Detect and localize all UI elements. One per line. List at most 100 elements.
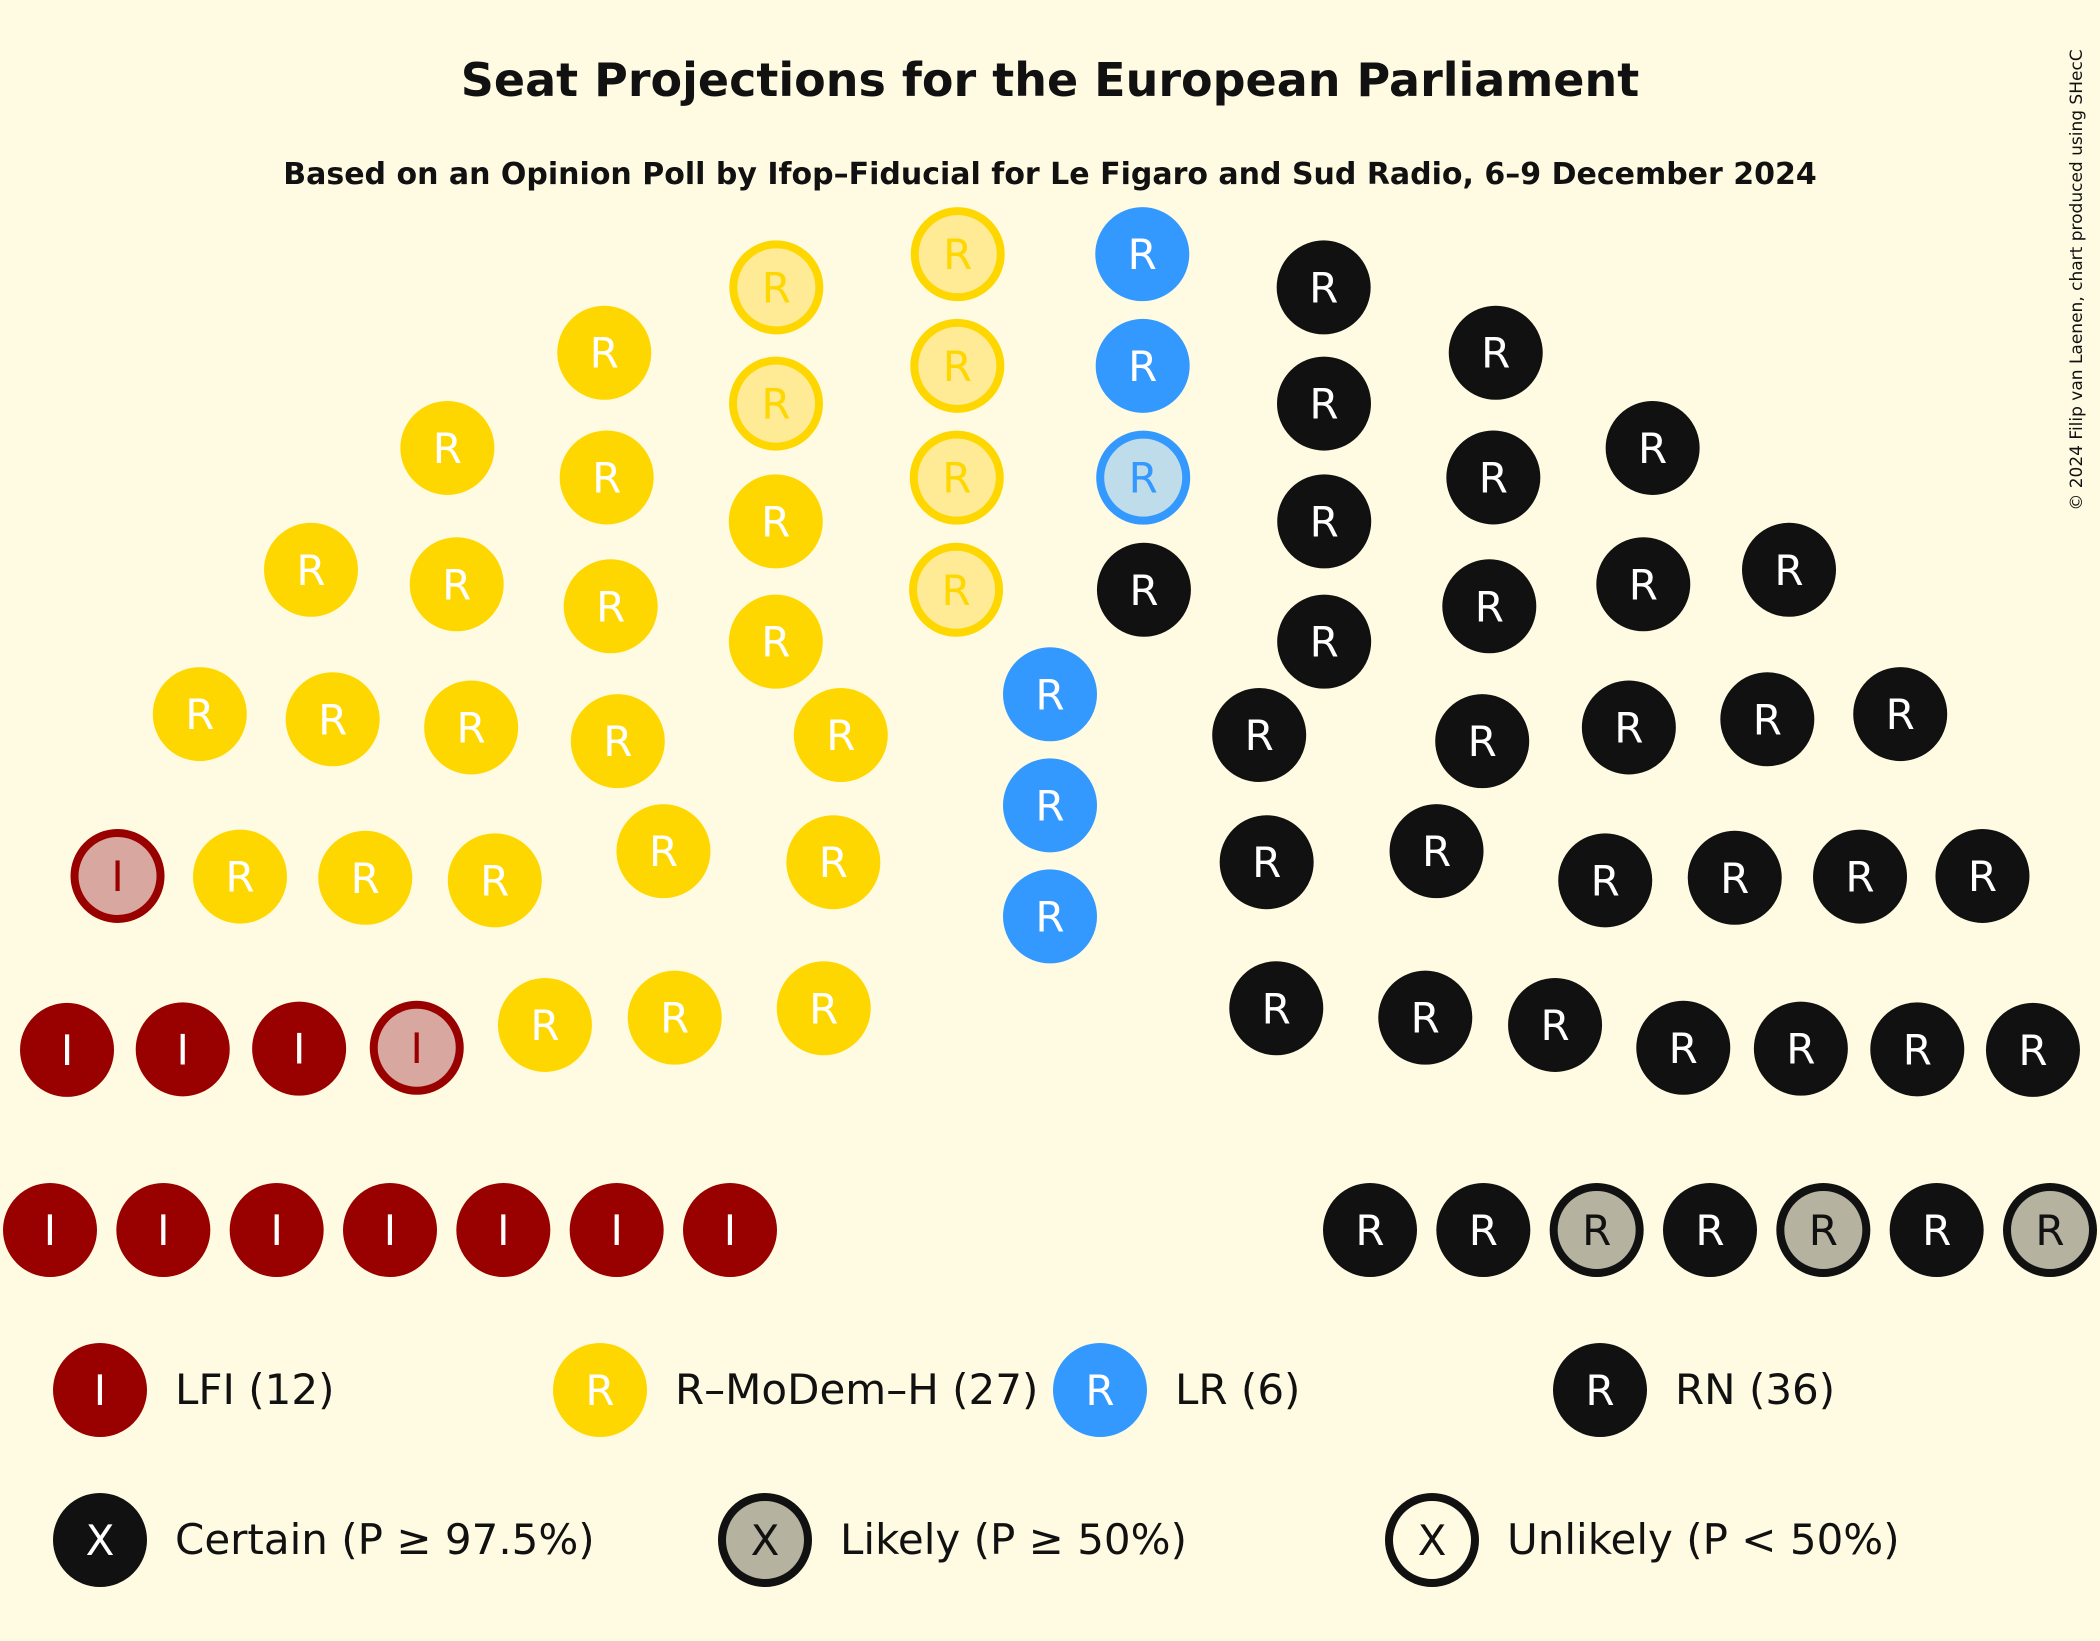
seat-r-modem-h-23: R xyxy=(729,240,824,335)
seat-rn-7: R xyxy=(1448,305,1543,400)
seat-r-modem-h-5-symbol: R xyxy=(185,690,214,739)
seat-rn-14: R xyxy=(1229,961,1324,1056)
seat-rn-28: R xyxy=(1870,1002,1965,1097)
seat-r-modem-h-25: R xyxy=(909,430,1004,525)
seat-r-modem-h-26-circle xyxy=(910,318,1005,413)
seat-lfi-11: I xyxy=(369,1000,464,1095)
seat-lfi-2-circle xyxy=(569,1183,664,1277)
seat-lfi-2: I xyxy=(569,1183,664,1277)
seat-rn-29-circle xyxy=(1985,1002,2080,1097)
seat-rn-18-circle xyxy=(1720,672,1815,767)
seat-rn-15-symbol: R xyxy=(1422,827,1451,876)
seat-rn-34-circle xyxy=(1549,1183,1644,1277)
seat-r-modem-h-1-symbol: R xyxy=(530,1001,559,1050)
seat-r-modem-h-2-symbol: R xyxy=(225,853,254,902)
seat-rn-7-circle xyxy=(1448,305,1543,400)
seat-rn-22: R xyxy=(1687,830,1782,925)
seat-lfi-9-symbol: I xyxy=(177,1025,189,1074)
seat-rn-27-circle xyxy=(1753,1001,1848,1096)
seat-rn-18: R xyxy=(1720,672,1815,767)
seat-lr-6-circle xyxy=(1096,430,1191,525)
legend-rn-marker-symbol: R xyxy=(1585,1366,1614,1415)
seat-rn-19-circle xyxy=(1558,833,1653,928)
seat-rn-18-symbol: R xyxy=(1753,695,1782,744)
legend-unlikely-marker: X xyxy=(1385,1493,1479,1587)
seat-lr-5-circle xyxy=(1095,318,1190,413)
seat-r-modem-h-27-symbol: R xyxy=(943,230,972,279)
seat-r-modem-h-7: R xyxy=(285,672,380,767)
seat-lr-1-circle xyxy=(1003,869,1097,964)
legend-likely-marker: X xyxy=(718,1493,812,1587)
seat-r-modem-h-7-circle xyxy=(285,672,380,767)
legend-lfi-label: LFI (12) xyxy=(175,1365,335,1414)
seat-lr-1-symbol: R xyxy=(1035,892,1064,941)
seat-rn-20-circle xyxy=(1853,667,1948,762)
seat-lfi-3-circle xyxy=(456,1183,551,1277)
seat-r-modem-h-16-symbol: R xyxy=(819,838,848,887)
legend-r-modem-h-marker-circle xyxy=(553,1343,647,1437)
seat-rn-33-symbol: R xyxy=(1469,1206,1498,1255)
seat-rn-3-symbol: R xyxy=(1309,380,1338,429)
seat-rn-3: R xyxy=(1276,356,1371,451)
legend-lr-marker: R xyxy=(1053,1343,1147,1437)
legend-r-modem-h-label: R–MoDem–H (27) xyxy=(675,1365,1038,1414)
seat-arc: I I I I I I I I I I I I R R R R R R R R R R R R R R R R R R R R R R R R R R R R… xyxy=(3,207,2097,1277)
seat-rn-8-symbol: R xyxy=(1252,838,1281,887)
seat-lr-3: R xyxy=(1003,647,1097,742)
legend-certain-marker-symbol: X xyxy=(86,1516,115,1565)
seat-rn-14-circle xyxy=(1229,961,1324,1056)
legend-rn-label: RN (36) xyxy=(1675,1365,1835,1414)
seat-rn-1-circle xyxy=(1096,542,1191,637)
seat-r-modem-h-12: R xyxy=(409,537,504,632)
seat-rn-22-symbol: R xyxy=(1720,854,1749,903)
legend-certain-label: Certain (P ≥ 97.5%) xyxy=(175,1515,595,1564)
seat-rn-3-circle xyxy=(1276,356,1371,451)
seat-r-modem-h-6-circle xyxy=(447,833,542,928)
seat-rn-2-symbol: R xyxy=(1309,263,1338,312)
seat-lfi-5-symbol: I xyxy=(270,1206,282,1255)
seat-rn-13-symbol: R xyxy=(1629,560,1658,609)
seat-r-modem-h-24-symbol: R xyxy=(941,566,970,615)
seat-r-modem-h-18-circle xyxy=(557,305,652,400)
seat-lr-3-symbol: R xyxy=(1035,670,1064,719)
seat-r-modem-h-15: R xyxy=(563,559,658,654)
seat-rn-17-circle xyxy=(1581,680,1676,775)
seat-lfi-5: I xyxy=(229,1183,324,1277)
seat-r-modem-h-16-circle xyxy=(786,815,881,910)
seat-r-modem-h-19: R xyxy=(728,594,823,689)
seat-rn-30-symbol: R xyxy=(1695,1206,1724,1255)
seat-lfi-4-circle xyxy=(343,1183,437,1277)
seat-lfi-8-circle xyxy=(20,1002,115,1097)
seat-rn-25: R xyxy=(1935,828,2030,923)
seat-rn-8: R xyxy=(1219,815,1314,910)
seat-rn-2-circle xyxy=(1276,240,1371,335)
seat-lfi-3-symbol: I xyxy=(497,1206,509,1255)
legend-certain-marker: X xyxy=(53,1493,147,1587)
seat-rn-16-symbol: R xyxy=(1774,546,1803,595)
seat-r-modem-h-17: R xyxy=(559,430,654,525)
seat-rn-16: R xyxy=(1742,522,1837,617)
seat-r-modem-h-9-circle xyxy=(263,522,358,617)
seat-rn-12-symbol: R xyxy=(1468,717,1497,766)
seat-lr-5: R xyxy=(1095,318,1190,413)
seat-lr-2-symbol: R xyxy=(1035,781,1064,830)
seat-rn-11-symbol: R xyxy=(1638,424,1667,473)
seat-rn-13: R xyxy=(1596,537,1691,632)
seat-r-modem-h-11-circle xyxy=(616,804,711,899)
legend-lr-label: LR (6) xyxy=(1175,1365,1300,1414)
seat-r-modem-h-10-circle xyxy=(776,961,871,1056)
seat-r-modem-h-9-symbol: R xyxy=(296,546,325,595)
seat-rn-19: R xyxy=(1558,833,1653,928)
seat-r-modem-h-13-symbol: R xyxy=(603,717,632,766)
legend-certain-marker-circle xyxy=(53,1493,147,1587)
seat-rn-20: R xyxy=(1853,667,1948,762)
seat-r-modem-h-21-symbol: R xyxy=(761,497,790,546)
certainty-legend: X Certain (P ≥ 97.5%) X Likely (P ≥ 50%) X Un… xyxy=(53,1493,1900,1587)
legend-unlikely-marker-circle xyxy=(1385,1493,1479,1587)
seat-lfi-12-circle xyxy=(70,828,165,923)
seat-r-modem-h-7-symbol: R xyxy=(318,695,347,744)
seat-rn-33: R xyxy=(1436,1183,1531,1277)
seat-r-modem-h-1-circle xyxy=(497,977,592,1072)
seat-lfi-2-symbol: I xyxy=(610,1206,622,1255)
seat-r-modem-h-13: R xyxy=(570,694,665,789)
